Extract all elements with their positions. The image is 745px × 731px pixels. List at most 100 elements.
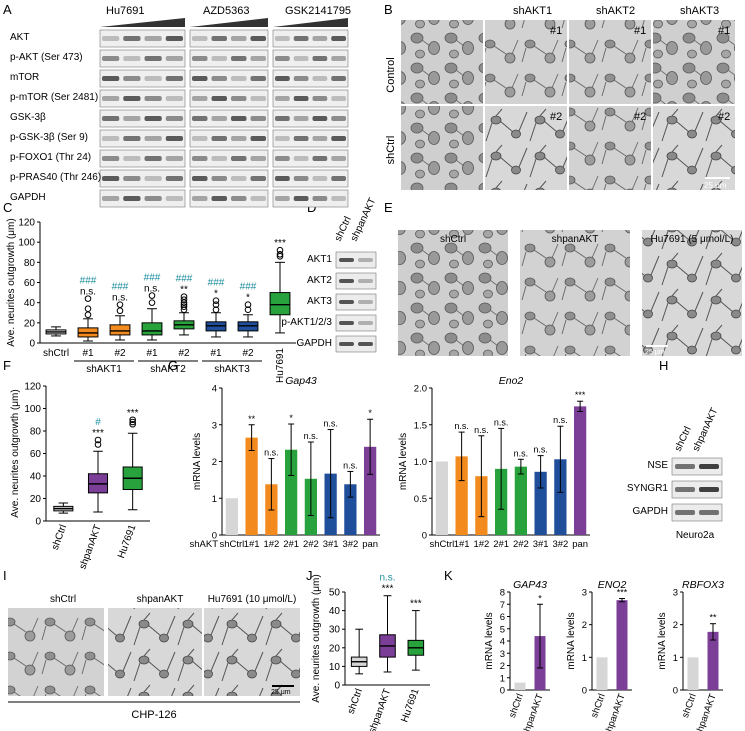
x-tick-label: shCtrl	[680, 692, 699, 719]
blot-row-label: p-AKT1/2/3	[281, 317, 332, 328]
blot-strip	[99, 109, 186, 128]
significance-label: n.s.	[264, 448, 279, 458]
column-label: shAKT2	[596, 5, 635, 17]
y-tick-label: 10	[329, 662, 341, 673]
x-tick-label: pan	[362, 539, 378, 550]
blot-band	[339, 279, 354, 283]
blot-band	[312, 176, 328, 181]
significance-label: *	[289, 413, 293, 423]
x-tick-label: 3#2	[552, 539, 568, 550]
micrograph	[398, 230, 508, 356]
blot-strip	[99, 89, 186, 108]
blot-row-label: GSK-3β	[10, 112, 46, 123]
blot-band	[144, 116, 162, 121]
y-tick-label: 1.5	[414, 420, 427, 431]
panel-letter-h: H	[659, 358, 668, 373]
bar	[245, 437, 258, 535]
blot-band	[312, 76, 328, 81]
panel-j-boxplot: 0 10 20 30 40 50 Ave. neurites outgrowth (μm) s…	[311, 573, 430, 731]
outlier-point	[212, 297, 220, 304]
blot-band	[211, 156, 227, 161]
blot-band	[231, 176, 247, 181]
y-tick-label: 1	[212, 494, 217, 505]
y-tick-label: 0	[35, 517, 41, 528]
y-tick-label: 2.0	[414, 384, 427, 395]
blot-row-label: p-mTOR (Ser 2481)	[10, 92, 98, 103]
blot-band	[293, 96, 309, 101]
significance-label: **	[709, 613, 717, 623]
significance-label: ***	[127, 408, 139, 419]
blot-strip	[272, 49, 349, 68]
x-axis-prefix: shAKT	[189, 539, 218, 550]
panel-b-microscopy: shAKT1 shAKT2 shAKT3 Control shCtrl #1 #…	[385, 5, 735, 190]
y-tick-label: 40	[329, 606, 341, 617]
blot-strips	[335, 251, 377, 353]
significance-hash: ###	[112, 282, 129, 293]
blot-strips	[99, 29, 349, 208]
blot-band	[211, 176, 227, 181]
chart-title: GAP43	[513, 579, 547, 591]
blot-strip	[272, 149, 349, 168]
significance-label: n.s.	[494, 417, 509, 427]
significance-label: ***	[382, 584, 394, 595]
x-tick-label: 1#2	[263, 539, 279, 550]
y-tick-label: 40	[24, 298, 36, 309]
image-label: shCtrl	[440, 234, 466, 245]
blot-band	[144, 56, 162, 61]
blot-strip	[272, 189, 349, 208]
outlier-point	[180, 301, 188, 308]
y-tick-label: 120	[24, 382, 41, 393]
significance-hash: ###	[176, 274, 193, 285]
blot-band	[231, 156, 247, 161]
y-tick-label: 8	[500, 588, 505, 599]
x-tick-label: pan	[572, 539, 588, 550]
blot-band	[192, 196, 208, 201]
blot-band	[144, 176, 162, 181]
blot-band	[699, 464, 719, 469]
blot-band	[293, 196, 309, 201]
blot-band	[231, 76, 247, 81]
blot-band	[358, 300, 373, 304]
bar	[687, 657, 699, 690]
blot-strip	[335, 335, 377, 353]
micrograph	[642, 230, 742, 356]
blot-band	[192, 116, 208, 121]
outlier-point	[94, 441, 102, 448]
panel-letter-i: I	[3, 568, 7, 583]
bar	[554, 459, 567, 535]
significance-label: **	[248, 414, 256, 424]
significance-label: n.s.	[454, 421, 469, 431]
blot-band	[275, 36, 290, 41]
panel-letter-a: A	[3, 2, 12, 17]
significance-label: ***	[410, 599, 422, 610]
blot-band	[123, 96, 141, 101]
x-tick-label: shCtrl	[50, 523, 69, 551]
x-tick-label: shpanAKT	[367, 687, 393, 731]
column-label: shAKT1	[513, 5, 552, 17]
row-label: Control	[385, 57, 397, 92]
clone-mark: #1	[718, 25, 730, 37]
micrograph	[485, 106, 567, 190]
blot-row-label: AKT	[10, 32, 29, 43]
outlier-point	[94, 436, 102, 444]
blot-band	[250, 36, 266, 41]
significance-hash: ###	[144, 273, 161, 284]
group-label: shAKT3	[214, 364, 250, 375]
blot-strip	[99, 69, 186, 88]
blot-band	[102, 56, 120, 61]
y-tick-label: 0	[500, 686, 505, 697]
blot-band	[211, 136, 227, 141]
y-tick-label: 0	[212, 531, 217, 542]
blot-band	[250, 76, 266, 81]
blot-band	[102, 36, 120, 41]
outlier-point	[84, 295, 92, 302]
panel-letter-k: K	[444, 568, 453, 583]
micrograph	[569, 106, 651, 190]
significance-label: n.s.	[323, 419, 338, 429]
x-tick-label: shpanAKT	[78, 523, 104, 571]
blot-band	[165, 76, 183, 81]
blot-band	[102, 116, 120, 121]
blot-band	[102, 96, 120, 101]
blot-strip	[189, 29, 269, 48]
significance-label: *	[368, 408, 372, 418]
